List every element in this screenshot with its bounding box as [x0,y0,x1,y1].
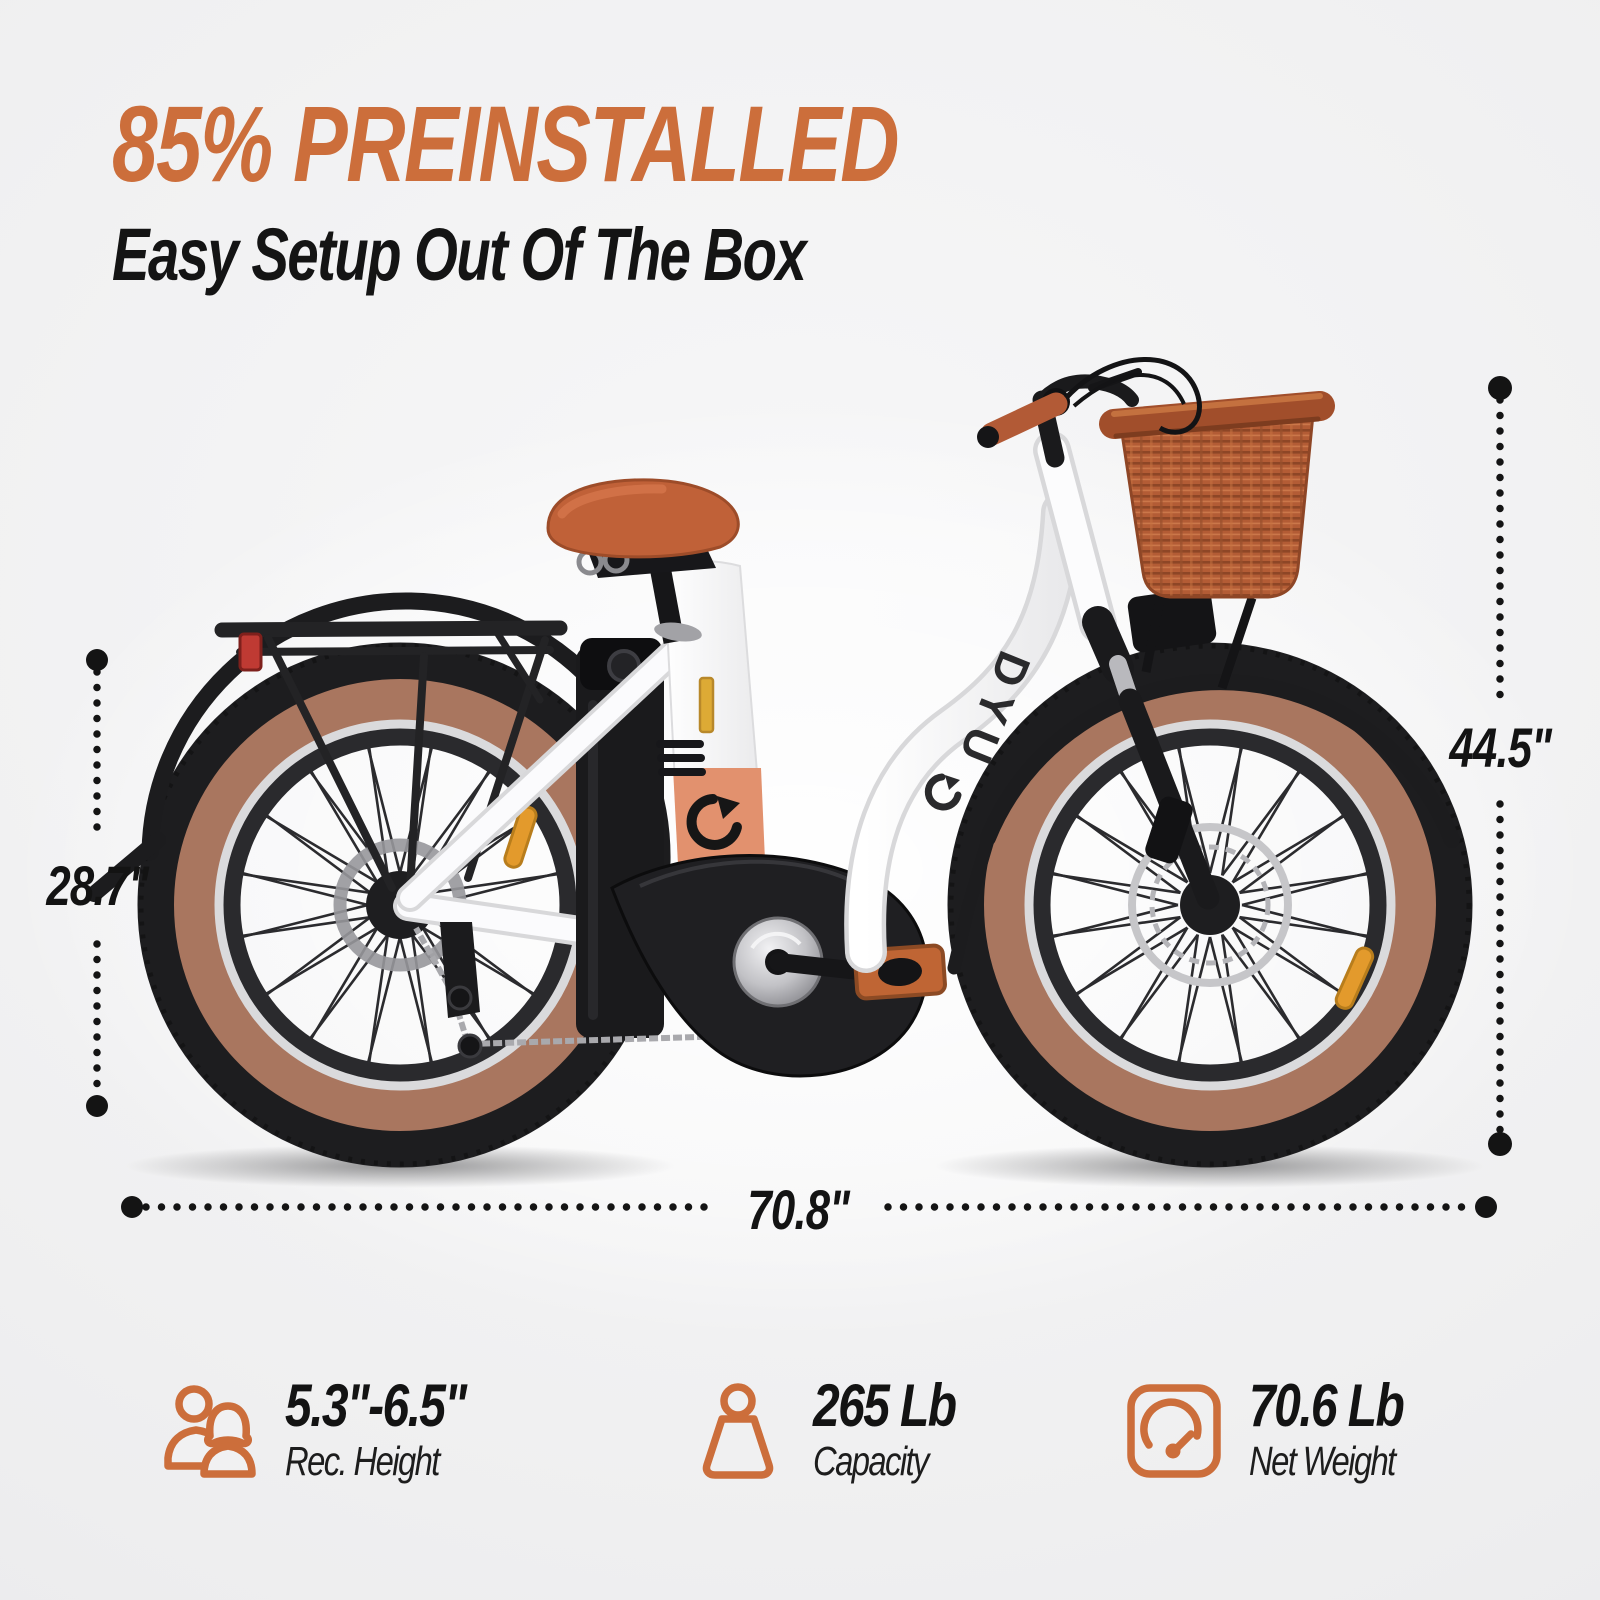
seat-height-end-top [86,649,108,671]
basket-body [1118,402,1316,599]
gauge-icon [1127,1383,1221,1478]
rear-rim [223,728,577,1082]
seat-clamp [654,622,702,642]
front-rotor-holes [1149,844,1271,966]
dimension-label-overall-length: 70.8" [747,1178,850,1241]
brake-cable-2 [1072,373,1186,408]
left-grip [980,392,1068,446]
front-rim-silver [1024,719,1396,1091]
front-basket [1099,391,1335,690]
front-rim [1033,728,1387,1082]
spec-value-capacity: 265 Lb [813,1372,957,1439]
saddle-assembly [546,478,740,644]
brake-cable-1 [1064,357,1202,435]
rear-mudflap [86,832,166,902]
battery-brand-logo [686,794,742,850]
drivetrain [413,922,731,1059]
overall-height-end-bottom [1488,1132,1512,1156]
dimension-lines [86,376,1512,1218]
subheadline: Easy Setup Out Of The Box [112,218,1024,292]
length-end-left [121,1196,143,1218]
spec-text: 5.3"-6.5" Rec. Height [285,1376,511,1483]
frame-brand-logo [924,773,962,811]
rear-spoke-reflector [503,805,538,869]
basket-rim [1099,391,1335,439]
spec-rec-height: 5.3"-6.5" Rec. Height [160,1376,511,1483]
spec-text: 265 Lb Capacity [813,1376,991,1483]
seatstay [400,640,686,908]
front-tire-sidewall [984,679,1436,1131]
rear-red-reflector [238,632,263,672]
spec-value-rec-height: 5.3"-6.5" [285,1372,467,1439]
spec-text: 70.6 Lb Net Weight [1249,1376,1442,1483]
weight-icon [702,1382,774,1479]
overall-height-end-top [1488,376,1512,400]
riders-icon [164,1384,256,1478]
headline: 85% PREINSTALLED [112,90,1146,198]
front-brake-caliper [1145,796,1193,864]
headline-text: 85% PREINSTALLED [112,83,900,204]
front-mudflap [947,833,995,975]
down-tube [848,495,1079,969]
front-spoke-reflector [1334,946,1375,1010]
frame-reflector-strip [698,676,715,734]
grip-end-cap [977,426,999,448]
subheadline-text: Easy Setup Out Of The Box [112,213,807,296]
spec-capacity: 265 Lb Capacity [688,1376,991,1483]
dimension-label-overall-height: 44.5" [1449,716,1552,779]
crank-arm [769,953,877,981]
spec-net-weight: 70.6 Lb Net Weight [1124,1376,1442,1483]
spec-label-capacity: Capacity [813,1438,929,1484]
spec-value-net-weight: 70.6 Lb [1249,1372,1405,1439]
length-end-right [1475,1196,1497,1218]
dimension-label-seat-height: 28.7" [46,854,149,917]
seat-height-end-bottom [86,1095,108,1117]
front-fork [1082,606,1220,910]
spec-label-rec-height: Rec. Height [285,1438,440,1484]
front-tire-tread [948,643,1472,1167]
battery-vents [656,740,706,776]
head-tube [1037,435,1113,639]
spec-label-net-weight: Net Weight [1249,1438,1396,1484]
front-rotor [1128,823,1292,987]
handlebar [977,357,1202,468]
